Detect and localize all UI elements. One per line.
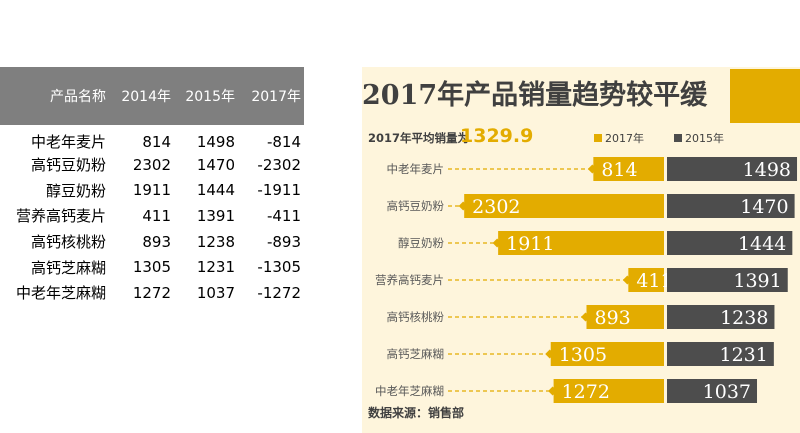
bar-2015 xyxy=(667,231,793,255)
table-row: 中老年麦片 814 1498 -814 xyxy=(0,125,304,152)
cell-2015: 1037 xyxy=(196,283,235,302)
cell-2014: 893 xyxy=(142,232,171,251)
cell-product: 醇豆奶粉 xyxy=(45,181,106,200)
cell-2017: -893 xyxy=(266,232,301,251)
bar-2015 xyxy=(667,379,758,403)
bar-2017 xyxy=(498,231,664,255)
header-2017: 2017年 xyxy=(251,89,301,105)
cell-2014: 1272 xyxy=(132,283,171,302)
cell-2015: 1470 xyxy=(196,155,235,174)
cell-2015: 1444 xyxy=(196,181,235,200)
bar-2017 xyxy=(628,268,664,292)
bar-2017 xyxy=(593,157,664,181)
table-header-row: 产品名称 2014年 2015年 2017年 xyxy=(0,67,304,125)
bar-value-2017: 814 xyxy=(601,159,637,181)
bar-value-2015: 1470 xyxy=(740,196,788,218)
bar-value-2015: 1231 xyxy=(719,344,767,366)
legend-label-2017: 2017年 xyxy=(605,132,644,145)
cell-2014: 2302 xyxy=(132,155,171,174)
bar-value-2015: 1037 xyxy=(703,381,751,403)
cell-2017: -411 xyxy=(266,206,301,225)
table-row: 高钙豆奶粉 2302 1470 -2302 xyxy=(0,152,304,178)
legend-swatch-2015 xyxy=(674,134,682,142)
source-note: 数据来源：销售部 xyxy=(368,406,465,420)
bar-2017 xyxy=(464,194,664,218)
average-value: 1329.9 xyxy=(460,125,534,147)
cell-2017: -1305 xyxy=(257,258,301,277)
cell-product: 中老年麦片 xyxy=(30,133,106,151)
bar-2015 xyxy=(667,342,774,366)
cell-2017: -1272 xyxy=(257,283,301,302)
category-label: 高钙核桃粉 xyxy=(387,310,445,324)
bar-2017 xyxy=(553,379,664,403)
title-box xyxy=(362,69,730,123)
cell-product: 营养高钙麦片 xyxy=(15,207,106,226)
bar-value-2017: 1272 xyxy=(562,381,610,403)
cell-2015: 1498 xyxy=(196,132,235,151)
bar-value-2015: 1444 xyxy=(738,233,786,255)
bar-2015 xyxy=(667,157,798,181)
table-row: 营养高钙麦片 411 1391 -411 xyxy=(0,203,304,229)
cell-2017: -2302 xyxy=(257,155,301,174)
category-label: 营养高钙麦片 xyxy=(375,273,444,287)
cell-2017: -1911 xyxy=(257,181,301,200)
bar-value-2017: 893 xyxy=(594,307,630,329)
cell-product: 中老年芝麻糊 xyxy=(15,284,106,303)
bar-2017 xyxy=(550,342,664,366)
cell-2017: -814 xyxy=(266,132,301,151)
cell-2014: 1305 xyxy=(132,258,171,277)
cell-product: 高钙核桃粉 xyxy=(30,233,106,252)
cell-product: 高钙豆奶粉 xyxy=(30,156,106,175)
cell-2014: 411 xyxy=(142,206,171,225)
legend-item-2017: 2017年 xyxy=(594,130,644,146)
category-label: 醇豆奶粉 xyxy=(398,236,444,250)
title-divider xyxy=(734,69,736,123)
bar-value-2015: 1391 xyxy=(733,270,781,292)
chart-plot: 中老年麦片 814 1498 高钙豆奶粉 2302 1470 醇豆奶粉 1911 1444 营养高… xyxy=(375,157,798,403)
table-row: 高钙芝麻糊 1305 1231 -1305 xyxy=(0,254,304,280)
bar-2015 xyxy=(667,305,775,329)
header-product-name: 产品名称 xyxy=(50,89,106,105)
cell-2015: 1231 xyxy=(196,258,235,277)
chart-panel: 2017年产品销量趋势较平缓 中老年麦片 814 1498 高钙豆奶粉 2302 1470… xyxy=(362,67,800,433)
legend-swatch-2017 xyxy=(594,134,602,142)
chart-title: 2017年产品销量趋势较平缓 xyxy=(362,80,708,111)
category-label: 中老年芝麻糊 xyxy=(375,384,444,398)
legend-item-2015: 2015年 xyxy=(674,130,724,146)
bar-value-2015: 1238 xyxy=(720,307,768,329)
bar-value-2017: 411 xyxy=(636,270,672,292)
cell-2014: 814 xyxy=(142,132,171,151)
diamond-marker xyxy=(580,312,590,322)
bar-2015 xyxy=(667,268,788,292)
category-label: 中老年麦片 xyxy=(387,162,445,176)
bar-2015 xyxy=(667,194,795,218)
bar-value-2017: 1911 xyxy=(506,233,554,255)
cell-product: 高钙芝麻糊 xyxy=(30,258,106,277)
cell-2015: 1238 xyxy=(196,232,235,251)
table-row: 中老年芝麻糊 1272 1037 -1272 xyxy=(0,280,304,306)
data-table: 产品名称 2014年 2015年 2017年 中老年麦片 814 1498 -8… xyxy=(0,67,304,306)
category-label: 高钙豆奶粉 xyxy=(387,199,445,213)
table-row: 醇豆奶粉 1911 1444 -1911 xyxy=(0,178,304,204)
legend-label-2015: 2015年 xyxy=(685,132,724,145)
bar-value-2015: 1498 xyxy=(743,159,791,181)
bar-value-2017: 2302 xyxy=(472,196,520,218)
diamond-marker xyxy=(545,349,555,359)
bar-value-2017: 1305 xyxy=(559,344,607,366)
cell-2014: 1911 xyxy=(132,181,171,200)
bar-2017 xyxy=(586,305,664,329)
header-2014: 2014年 xyxy=(121,89,171,105)
header-2015: 2015年 xyxy=(185,89,235,105)
average-label: 2017年平均销量为 xyxy=(368,131,470,145)
cell-2015: 1391 xyxy=(196,206,235,225)
category-label: 高钙芝麻糊 xyxy=(387,347,445,361)
table-row: 高钙核桃粉 893 1238 -893 xyxy=(0,229,304,255)
